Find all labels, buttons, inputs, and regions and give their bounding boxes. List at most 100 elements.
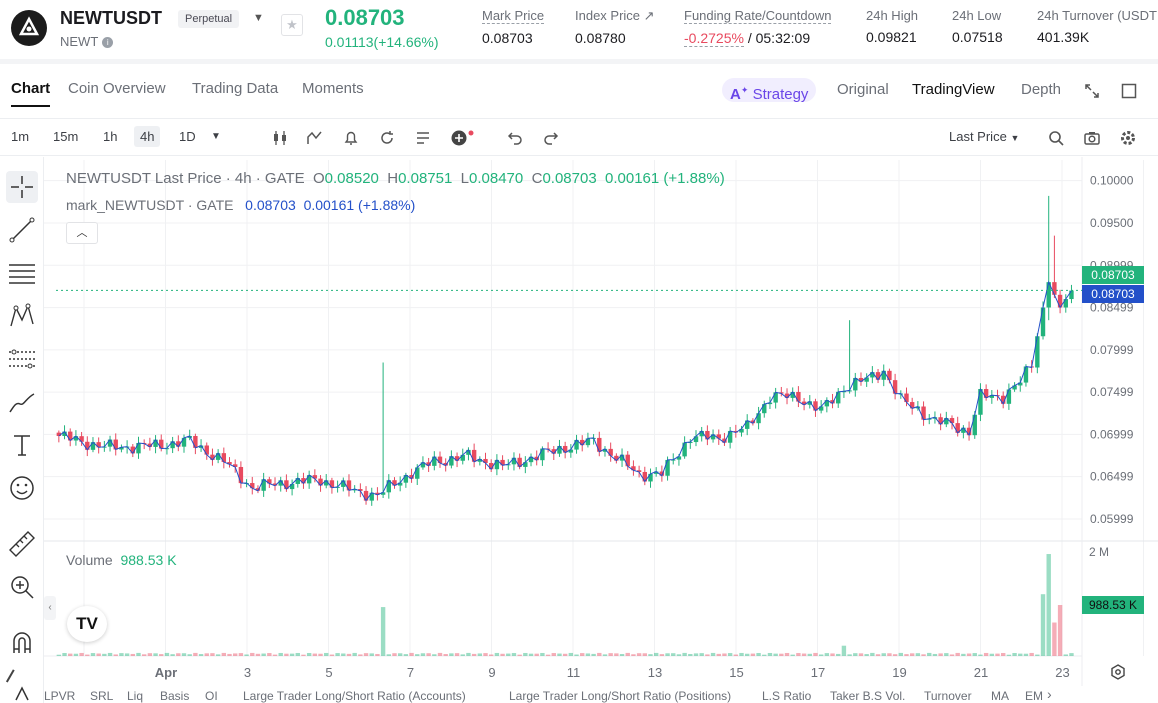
chart-settings-icon[interactable] (1110, 664, 1126, 680)
volume-bar (1035, 654, 1040, 656)
indicator-lpvr[interactable]: LPVR (44, 689, 76, 703)
indicator-ltlsr-positions[interactable]: Large Trader Long/Short Ratio (Positions… (509, 689, 732, 703)
text-icon[interactable] (6, 429, 38, 461)
x-tick-label: Apr (155, 665, 177, 680)
tab-trading-data[interactable]: Trading Data (192, 80, 279, 97)
templates-icon[interactable] (414, 129, 432, 147)
crosshair-icon[interactable] (6, 171, 38, 203)
volume-bar (170, 654, 175, 656)
symbol-name[interactable]: NEWTUSDT (60, 8, 162, 28)
candle-body (1052, 282, 1057, 295)
y-tick-label: 0.06499 (1090, 470, 1134, 484)
view-tradingview[interactable]: TradingView (912, 81, 995, 98)
tradingview-logo[interactable]: TV (67, 606, 107, 642)
price-chart[interactable]: 0.100000.095000.089990.084990.079990.074… (44, 157, 1158, 703)
volume-bar (346, 653, 352, 656)
search-icon[interactable] (1047, 129, 1065, 147)
indicator-ma[interactable]: MA (991, 689, 1009, 703)
candle-body (96, 442, 101, 448)
interval-4h[interactable]: 4h (134, 126, 161, 147)
pattern-icon[interactable] (6, 300, 38, 332)
indicator-taker-bs[interactable]: Taker B.S Vol. (830, 689, 906, 703)
undo-icon[interactable] (506, 129, 524, 147)
interval-1m[interactable]: 1m (11, 129, 30, 144)
candle-body (227, 462, 232, 465)
indicator-turnover[interactable]: Turnover (924, 689, 972, 703)
volume-bar (739, 652, 744, 656)
volume-bar (1006, 654, 1012, 656)
volume-bar (494, 652, 500, 656)
horizontal-lines-icon[interactable] (6, 257, 38, 289)
window-icon[interactable] (1121, 83, 1137, 99)
indicator-ltlsr-accounts[interactable]: Large Trader Long/Short Ratio (Accounts) (243, 689, 466, 703)
volume-bar (591, 653, 596, 656)
collapse-legend-button[interactable]: ︿ (66, 222, 98, 244)
volume-bar (466, 652, 471, 656)
tab-moments[interactable]: Moments (302, 80, 364, 97)
indicator-liq[interactable]: Liq (127, 689, 144, 703)
volume-bar (198, 654, 204, 656)
camera-icon[interactable] (1083, 129, 1101, 147)
interval-dropdown-icon[interactable]: ▼ (211, 131, 221, 142)
indicator-em[interactable]: EM (1025, 689, 1043, 703)
volume-bar (653, 652, 659, 656)
indicator-ls-ratio[interactable]: L.S Ratio (762, 689, 812, 703)
candle-body (466, 449, 471, 455)
interval-1d[interactable]: 1D (179, 129, 196, 144)
view-original[interactable]: Original (837, 81, 889, 98)
zoom-in-icon[interactable] (6, 571, 38, 603)
interval-15m[interactable]: 15m (53, 129, 79, 144)
candle-body (272, 483, 278, 486)
indicators-icon[interactable] (306, 129, 324, 147)
trend-line-icon[interactable] (6, 214, 38, 246)
indicator-srl[interactable]: SRL (90, 689, 114, 703)
strategy-button[interactable]: A✦ Strategy (722, 78, 817, 103)
stat-mark-price: Mark Price 0.08703 (482, 8, 545, 46)
base-asset-label: NEWT (60, 34, 99, 49)
stat-value: 0.09821 (866, 29, 917, 45)
volume-bar (56, 654, 62, 656)
volume-bar (420, 653, 426, 656)
ruler-icon[interactable] (6, 528, 38, 560)
volume-bar (915, 653, 921, 656)
volume-bar (130, 653, 135, 656)
view-depth[interactable]: Depth (1021, 81, 1062, 98)
redo-icon[interactable] (542, 129, 560, 147)
replay-icon[interactable] (378, 129, 396, 147)
stat-index-price[interactable]: Index Price ↗ 0.08780 (575, 8, 655, 46)
candle-body (779, 392, 784, 394)
gear-icon[interactable] (1119, 129, 1137, 147)
chevron-right-icon[interactable]: › (1047, 686, 1052, 702)
add-indicator-icon[interactable] (450, 129, 476, 147)
volume-bar (1046, 554, 1051, 656)
magnet-icon[interactable] (6, 627, 38, 659)
info-icon[interactable]: i (102, 37, 114, 48)
stat-value: 0.08703 (482, 30, 533, 46)
fullscreen-icon[interactable] (1084, 83, 1100, 99)
tab-coin-overview[interactable]: Coin Overview (68, 80, 166, 97)
interval-1h[interactable]: 1h (103, 129, 118, 144)
emoji-icon[interactable] (6, 472, 38, 504)
candle-type-icon[interactable] (271, 129, 289, 147)
candle-body (693, 436, 699, 443)
expand-tools-arrow-icon[interactable]: ‹ (44, 596, 56, 620)
volume-bar (193, 652, 198, 656)
candle-body (295, 478, 300, 484)
tab-chart[interactable]: Chart (11, 80, 51, 107)
favorite-star-icon[interactable]: ★ (281, 14, 303, 36)
price-type-select[interactable]: Last Price ▼ (949, 129, 1019, 144)
chevron-down-icon[interactable]: ▼ (253, 12, 264, 24)
brush-icon[interactable] (6, 386, 38, 418)
candle-body (335, 486, 340, 488)
candle-body (682, 442, 687, 457)
volume-bar (124, 653, 130, 656)
candle-body (733, 430, 739, 433)
indicator-oi[interactable]: OI (205, 689, 218, 703)
indicator-basis[interactable]: Basis (160, 689, 190, 703)
volume-bar (921, 654, 926, 656)
volume-bar (511, 653, 517, 656)
volume-label: Volume (66, 552, 113, 568)
fibonacci-icon[interactable] (6, 343, 38, 375)
lock-drawing-icon[interactable] (6, 670, 38, 702)
alert-icon[interactable] (342, 129, 360, 147)
